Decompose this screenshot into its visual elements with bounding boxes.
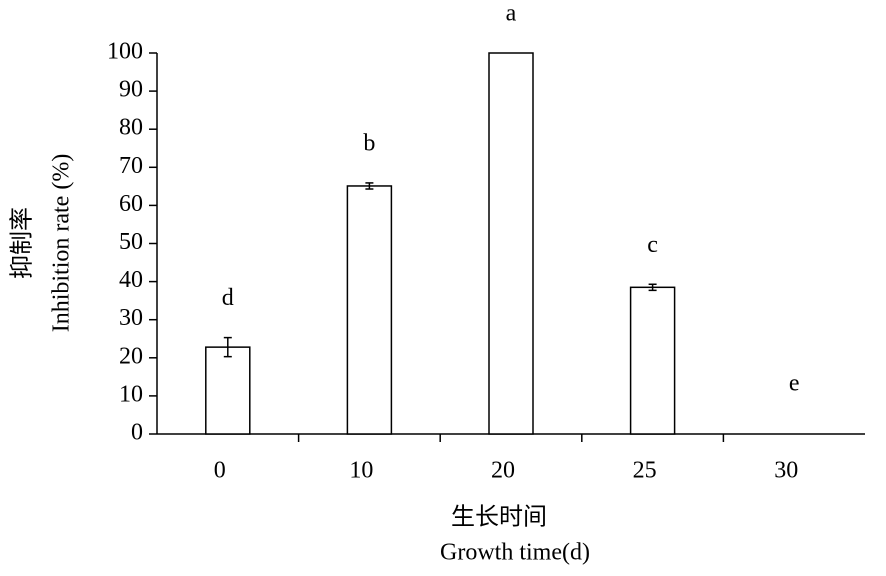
bar xyxy=(205,346,251,435)
x-tick-label: 0 xyxy=(214,458,226,484)
significance-label: b xyxy=(363,130,375,156)
y-tick-label: 80 xyxy=(119,115,143,141)
significance-label: d xyxy=(222,285,234,311)
bar xyxy=(488,52,534,435)
y-axis-label: Inhibition rate (%) xyxy=(49,154,75,333)
y-tick-label: 50 xyxy=(119,229,143,255)
y-tick-label: 70 xyxy=(119,153,143,179)
x-tick-label: 30 xyxy=(774,458,798,484)
y-tick-label: 60 xyxy=(119,191,143,217)
x-axis-label: 生长时间 xyxy=(451,504,547,531)
y-tick-label: 0 xyxy=(131,420,143,446)
y-tick-label: 20 xyxy=(119,343,143,369)
bar xyxy=(629,286,676,435)
significance-label: a xyxy=(506,1,517,27)
x-axis-label: Growth time(d) xyxy=(440,540,590,566)
significance-label: e xyxy=(789,371,800,397)
y-tick-label: 90 xyxy=(119,77,143,103)
y-tick-label: 40 xyxy=(119,267,143,293)
y-tick-label: 30 xyxy=(119,305,143,331)
bar xyxy=(346,185,393,435)
x-tick-label: 20 xyxy=(491,458,515,484)
y-tick-label: 10 xyxy=(119,381,143,407)
y-axis-label: 抑制率 xyxy=(9,207,36,279)
x-tick-label: 25 xyxy=(633,458,657,484)
y-tick-label: 100 xyxy=(107,39,143,65)
significance-label: c xyxy=(647,232,658,258)
x-tick-label: 10 xyxy=(349,458,373,484)
